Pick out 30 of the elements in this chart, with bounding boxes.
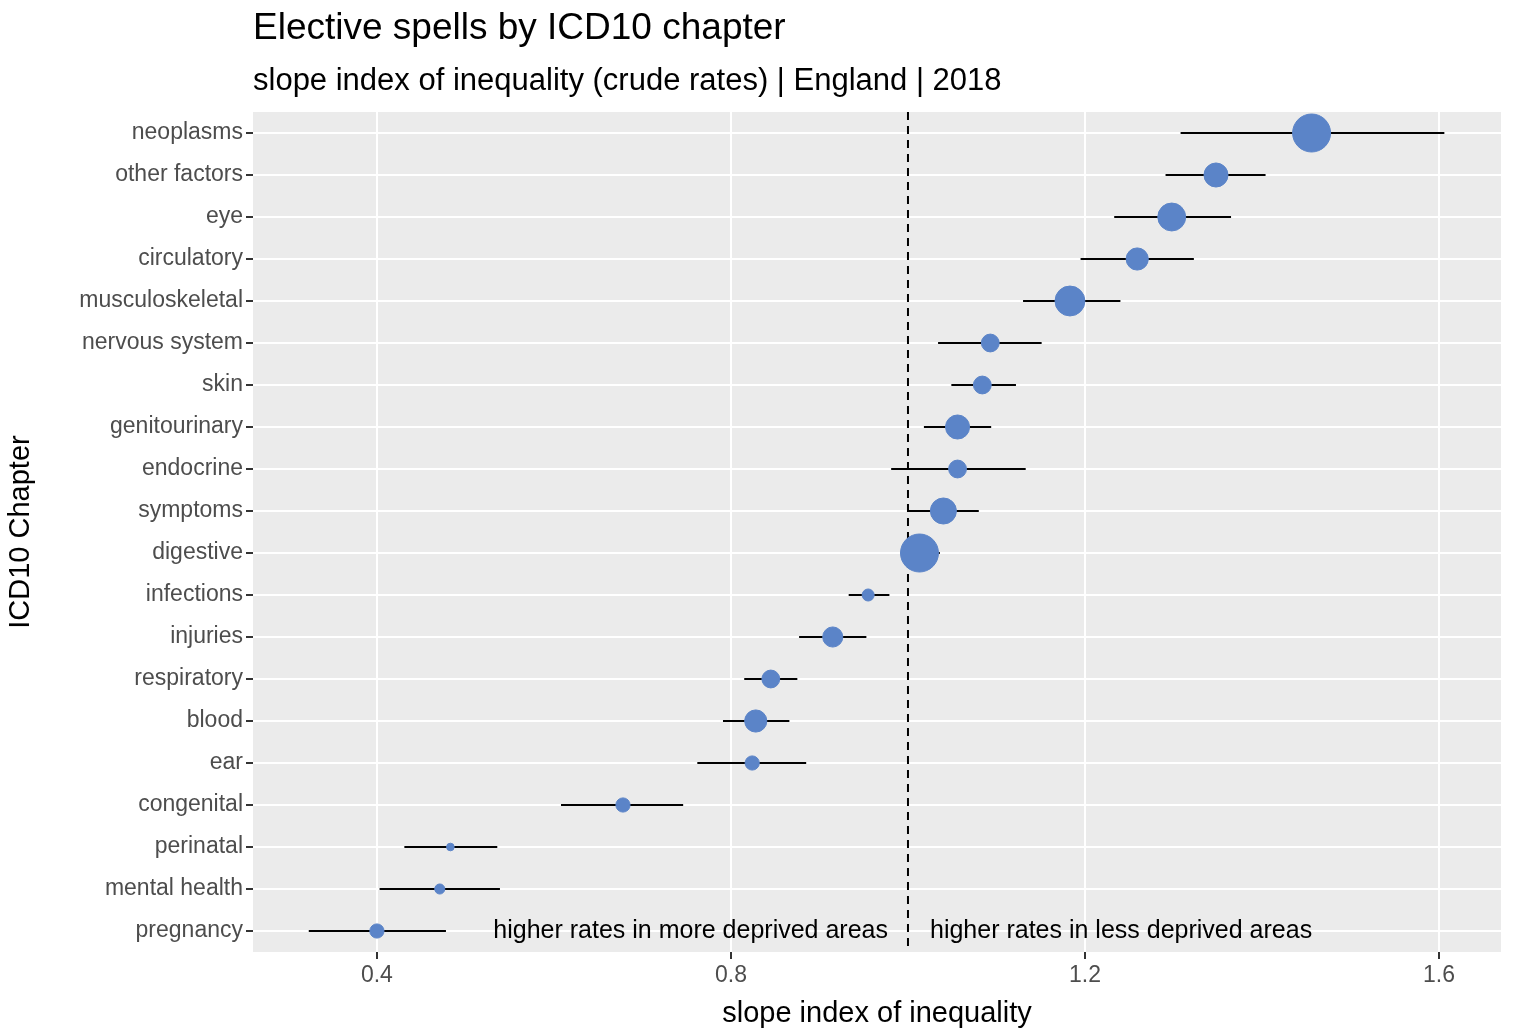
y-tick-label: pregnancy	[135, 916, 244, 943]
y-tick-label: respiratory	[134, 664, 244, 691]
annotation: higher rates in more deprived areas	[493, 914, 888, 943]
y-tick-label: skin	[202, 370, 243, 397]
y-tick-label: blood	[186, 706, 243, 733]
chart-title: Elective spells by ICD10 chapter	[253, 6, 786, 48]
y-tick-label: genitourinary	[110, 412, 244, 439]
y-tick-label: musculoskeletal	[79, 286, 243, 313]
y-tick-label: nervous system	[81, 328, 243, 355]
y-tick-label: circulatory	[138, 244, 244, 271]
y-tick-label: congenital	[138, 790, 243, 817]
y-tick-label: digestive	[152, 538, 243, 565]
y-tick-label: symptoms	[138, 496, 243, 523]
x-tick-label: 0.8	[714, 961, 747, 988]
y-tick-label: injuries	[170, 622, 243, 649]
y-tick-label: ear	[209, 748, 244, 775]
x-tick-label: 1.2	[1069, 961, 1101, 988]
y-tick-label: other factors	[115, 160, 243, 187]
y-tick-label: infections	[145, 580, 243, 607]
y-tick-label: eye	[205, 202, 243, 229]
x-tick-label: 0.4	[360, 961, 394, 988]
y-tick-label: perinatal	[154, 832, 243, 859]
y-axis-title: ICD10 Chapter	[3, 434, 36, 629]
y-tick-label: mental health	[104, 874, 243, 901]
y-tick-label: neoplasms	[131, 118, 243, 145]
annotation: higher rates in less deprived areas	[929, 914, 1313, 943]
x-tick-label: 1.6	[1423, 961, 1456, 988]
chart-subtitle: slope index of inequality (crude rates) | England | 2018	[253, 62, 1002, 98]
x-axis-title: slope index of inequality	[722, 995, 1033, 1028]
y-tick-label: endocrine	[141, 454, 243, 481]
